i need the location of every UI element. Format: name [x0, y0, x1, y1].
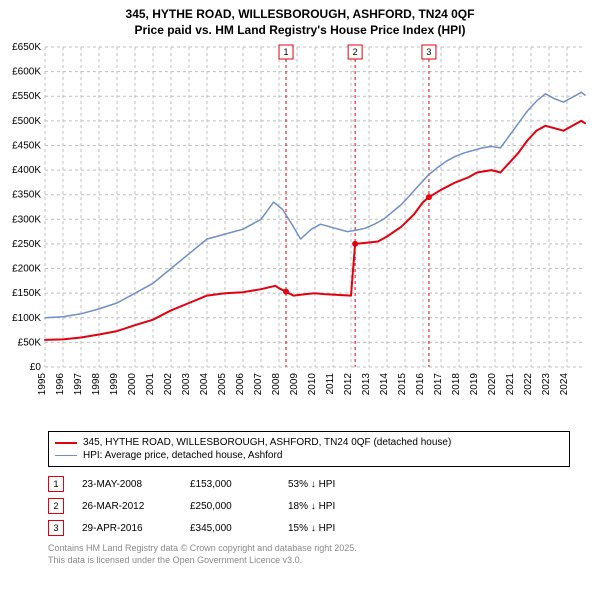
- y-tick-label: £50K: [18, 338, 42, 349]
- sale-hpi: 18% ↓ HPI: [288, 501, 378, 512]
- sale-marker-dot: [283, 289, 289, 295]
- sale-number-box: 2: [48, 498, 64, 514]
- legend-row: 345, HYTHE ROAD, WILLESBOROUGH, ASHFORD,…: [55, 436, 563, 449]
- sale-price: £153,000: [190, 479, 270, 490]
- x-tick-label: 2010: [307, 373, 318, 396]
- x-tick-label: 1998: [91, 373, 102, 396]
- sale-price: £250,000: [190, 501, 270, 512]
- x-tick-label: 2004: [199, 373, 210, 396]
- sale-row: 1 23-MAY-2008 £153,000 53% ↓ HPI: [48, 473, 570, 495]
- y-tick-label: £550K: [12, 92, 41, 103]
- legend: 345, HYTHE ROAD, WILLESBOROUGH, ASHFORD,…: [48, 431, 570, 467]
- chart-title-block: 345, HYTHE ROAD, WILLESBOROUGH, ASHFORD,…: [0, 0, 600, 42]
- credit-line-2: This data is licensed under the Open Gov…: [48, 555, 570, 567]
- sale-number-box: 1: [48, 476, 64, 492]
- y-tick-label: £300K: [12, 215, 41, 226]
- x-tick-label: 1997: [73, 373, 84, 396]
- x-tick-label: 2006: [235, 373, 246, 396]
- x-tick-label: 2001: [145, 373, 156, 396]
- y-tick-label: £350K: [12, 190, 41, 201]
- x-tick-label: 2005: [217, 373, 228, 396]
- page-root: 345, HYTHE ROAD, WILLESBOROUGH, ASHFORD,…: [0, 0, 600, 567]
- x-tick-label: 2016: [415, 373, 426, 396]
- x-tick-label: 2011: [325, 373, 336, 395]
- credits: Contains HM Land Registry data © Crown c…: [48, 543, 570, 566]
- y-tick-label: £450K: [12, 141, 41, 152]
- x-tick-label: 2003: [181, 373, 192, 396]
- x-tick-label: 2019: [469, 373, 480, 396]
- x-tick-label: 2018: [451, 373, 462, 396]
- title-line-1: 345, HYTHE ROAD, WILLESBOROUGH, ASHFORD,…: [0, 6, 600, 22]
- credit-line-1: Contains HM Land Registry data © Crown c…: [48, 543, 570, 555]
- title-line-2: Price paid vs. HM Land Registry's House …: [0, 22, 600, 38]
- sales-table: 1 23-MAY-2008 £153,000 53% ↓ HPI 2 26-MAR-201…: [48, 473, 570, 539]
- legend-swatch: [55, 442, 77, 444]
- sale-date: 29-APR-2016: [82, 523, 172, 534]
- sale-hpi: 15% ↓ HPI: [288, 523, 378, 534]
- x-tick-label: 2000: [127, 373, 138, 396]
- x-tick-label: 2009: [289, 373, 300, 396]
- sale-hpi: 53% ↓ HPI: [288, 479, 378, 490]
- y-tick-label: £500K: [12, 116, 41, 127]
- x-tick-label: 1995: [37, 373, 48, 396]
- x-tick-label: 2007: [253, 373, 264, 396]
- y-tick-label: £650K: [12, 42, 41, 53]
- x-tick-label: 2008: [271, 373, 282, 396]
- x-tick-label: 1999: [109, 373, 120, 396]
- sale-date: 23-MAY-2008: [82, 479, 172, 490]
- sale-row: 3 29-APR-2016 £345,000 15% ↓ HPI: [48, 517, 570, 539]
- x-tick-label: 2023: [541, 373, 552, 396]
- y-tick-label: £150K: [12, 289, 41, 300]
- legend-label: HPI: Average price, detached house, Ashf…: [83, 450, 282, 461]
- x-tick-label: 2014: [379, 373, 390, 396]
- y-tick-label: £200K: [12, 264, 41, 275]
- sale-number-box: 3: [48, 520, 64, 536]
- x-tick-label: 2022: [523, 373, 534, 396]
- x-tick-label: 2013: [361, 373, 372, 396]
- x-tick-label: 2002: [163, 373, 174, 396]
- sale-row: 2 26-MAR-2012 £250,000 18% ↓ HPI: [48, 495, 570, 517]
- x-tick-label: 2020: [487, 373, 498, 396]
- x-tick-label: 2015: [397, 373, 408, 396]
- x-tick-label: 2012: [343, 373, 354, 396]
- sale-date: 26-MAR-2012: [82, 501, 172, 512]
- legend-row: HPI: Average price, detached house, Ashf…: [55, 449, 563, 462]
- legend-label: 345, HYTHE ROAD, WILLESBOROUGH, ASHFORD,…: [83, 437, 451, 448]
- y-tick-label: £600K: [12, 67, 41, 78]
- y-tick-label: £100K: [12, 313, 41, 324]
- x-tick-label: 2021: [505, 373, 516, 396]
- x-tick-label: 2024: [559, 373, 570, 396]
- sale-marker-number: 3: [426, 47, 431, 57]
- y-tick-label: £400K: [12, 165, 41, 176]
- sale-marker-dot: [352, 241, 358, 247]
- y-tick-label: £0: [30, 362, 42, 373]
- sale-marker-dot: [426, 195, 432, 201]
- chart-area: £0 £50K £100K £150K £200K £250K £300K £350K £400…: [0, 42, 600, 425]
- legend-swatch: [55, 455, 77, 456]
- y-tick-label: £250K: [12, 239, 41, 250]
- chart-svg: £0 £50K £100K £150K £200K £250K £300K £350K £400…: [0, 42, 600, 420]
- sale-price: £345,000: [190, 523, 270, 534]
- sale-marker-number: 2: [353, 47, 358, 57]
- sale-marker-number: 1: [284, 47, 289, 57]
- x-tick-label: 1996: [55, 373, 66, 396]
- x-tick-label: 2017: [433, 373, 444, 396]
